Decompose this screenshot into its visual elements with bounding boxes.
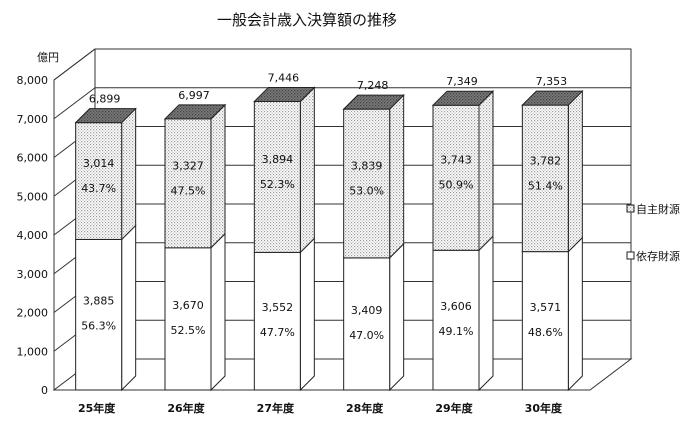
own-value-label: 3,327 — [172, 159, 204, 172]
bar-side-dependent — [121, 224, 137, 392]
dependent-value-label: 3,670 — [172, 299, 204, 312]
bar-top — [253, 86, 316, 102]
bar-own — [75, 122, 123, 240]
bar-side-own — [299, 86, 315, 254]
bar-top — [431, 90, 495, 106]
x-tick-label: 30年度 — [525, 401, 563, 415]
dependent-percent-label: 48.6% — [528, 326, 563, 339]
bar-side-dependent — [389, 242, 405, 392]
own-value-label: 3,014 — [83, 157, 115, 170]
bar-side-dependent — [567, 236, 583, 392]
y-tick-label: 1,000 — [17, 345, 49, 358]
bar-side-own — [121, 107, 137, 241]
x-tick-label: 25年度 — [78, 401, 116, 415]
y-tick-label: 8,000 — [17, 74, 49, 87]
own-percent-label: 47.5% — [171, 184, 206, 197]
legend-label: 依存財源 — [636, 249, 680, 263]
bar-own — [253, 100, 301, 253]
bar-own — [164, 118, 212, 249]
bar-dependent — [521, 251, 569, 391]
own-percent-label: 51.4% — [528, 179, 563, 192]
bar-side-own — [210, 103, 226, 249]
gridline-diagonal — [53, 87, 96, 120]
bar-dependent — [164, 247, 212, 391]
legend-swatch — [626, 251, 635, 260]
bars: 6,899 3,014 43.7% 3,885 56.3% 6,997 3,327 47.5%… — [74, 71, 584, 392]
own-value-label: 3,743 — [440, 154, 472, 167]
total-label: 7,248 — [357, 79, 389, 92]
dependent-value-label: 3,552 — [262, 301, 294, 314]
bar-top — [521, 90, 584, 106]
total-label: 6,997 — [178, 89, 210, 102]
legend-label: 自主財源 — [636, 202, 680, 216]
gridline-diagonal — [53, 48, 96, 81]
bar-side-dependent — [210, 232, 226, 392]
x-tick-label: 27年度 — [257, 401, 295, 415]
dependent-percent-label: 49.1% — [439, 325, 474, 338]
bar-dependent — [343, 257, 391, 391]
y-tick-label: 3,000 — [17, 268, 49, 281]
dependent-percent-label: 47.0% — [349, 329, 384, 342]
own-percent-label: 52.3% — [260, 178, 295, 191]
bar-side-dependent — [478, 235, 494, 392]
bar-side-own — [567, 89, 583, 253]
dependent-value-label: 3,409 — [351, 304, 383, 317]
y-tick-label: 5,000 — [17, 190, 49, 203]
y-tick-label: 7,000 — [17, 113, 49, 126]
own-percent-label: 53.0% — [349, 185, 384, 198]
y-tick-label: 2,000 — [17, 307, 49, 320]
total-label: 7,349 — [446, 75, 478, 88]
dependent-percent-label: 47.7% — [260, 326, 295, 339]
dependent-percent-label: 56.3% — [81, 320, 116, 333]
x-axis-ticks: 25年度 26年度 27年度 28年度 29年度 30年度 — [78, 401, 563, 415]
total-label: 7,446 — [268, 71, 300, 84]
bar-own — [432, 104, 480, 251]
dependent-value-label: 3,606 — [440, 300, 472, 313]
own-percent-label: 50.9% — [439, 179, 474, 192]
own-value-label: 3,839 — [351, 160, 383, 173]
x-tick-label: 29年度 — [435, 401, 473, 415]
own-percent-label: 43.7% — [81, 182, 116, 195]
own-value-label: 3,894 — [262, 153, 294, 166]
bar-dependent — [75, 238, 123, 391]
y-axis-ticks: 0 1,000 2,000 3,000 4,000 5,000 6,000 7,000 8,00… — [17, 74, 49, 397]
y-tick-label: 4,000 — [17, 229, 49, 242]
bar-top — [74, 108, 137, 124]
bar-side-own — [478, 90, 494, 252]
total-label: 6,899 — [89, 93, 121, 106]
y-tick-label: 0 — [41, 384, 48, 397]
bar-dependent — [253, 251, 301, 391]
bar-side-own — [389, 93, 405, 260]
dependent-percent-label: 52.5% — [171, 324, 206, 337]
bar-own — [343, 108, 391, 259]
legend-swatch — [626, 204, 635, 213]
total-label: 7,353 — [536, 75, 568, 88]
dependent-value-label: 3,571 — [530, 301, 562, 314]
x-tick-label: 26年度 — [167, 401, 205, 415]
chart-title: 一般会計歳入決算額の推移 — [217, 11, 397, 29]
y-axis-unit: 億円 — [37, 51, 59, 64]
bar-own — [521, 104, 569, 253]
x-tick-label: 28年度 — [346, 401, 384, 415]
bar-side-dependent — [299, 237, 315, 392]
bar-dependent — [432, 249, 480, 391]
y-tick-label: 6,000 — [17, 152, 49, 165]
dependent-value-label: 3,885 — [83, 295, 115, 308]
own-value-label: 3,782 — [530, 154, 562, 167]
bar-top — [163, 104, 227, 120]
bar-top — [342, 94, 405, 110]
